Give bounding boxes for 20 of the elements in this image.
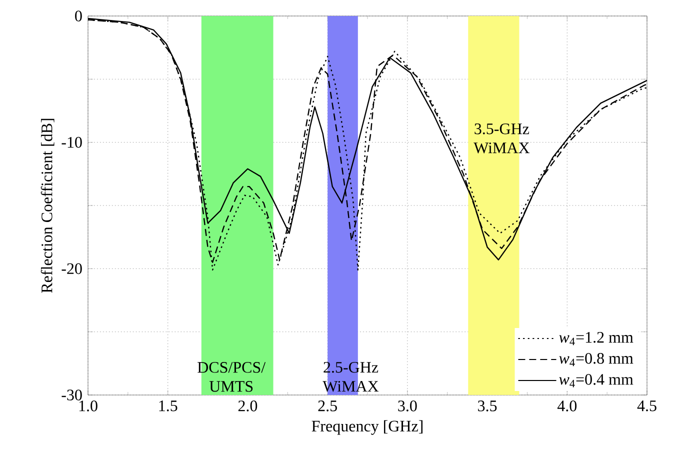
- band-label: 2.5-GHz WiMAX: [322, 362, 379, 392]
- y-tick-label: -30: [62, 390, 82, 400]
- legend-label: w$_{4}$=0.8 mm: [559, 352, 634, 366]
- x-tick-label: 3.5: [478, 400, 497, 412]
- x-tick-label: 2.5: [318, 400, 337, 412]
- x-tick-label: 4.0: [557, 400, 577, 412]
- band-label: 3.5-GHz WiMAX: [474, 123, 530, 154]
- x-axis-title: Frequency [GHz]: [312, 420, 422, 435]
- x-tick-label: 1.0: [79, 400, 98, 412]
- band-label: DCS/PCS/ UMTS: [198, 362, 266, 392]
- legend-label: w$_{4}$=1.2 mm: [559, 332, 634, 346]
- x-tick-label: 3.0: [398, 400, 417, 412]
- y-tick-label: -20: [62, 263, 82, 274]
- x-tick-label: 2.0: [238, 400, 258, 412]
- y-tick-label: -10: [62, 136, 82, 148]
- x-tick-label: 1.5: [159, 400, 178, 412]
- legend-label: w$_{4}$=0.4 mm: [559, 374, 634, 388]
- y-axis-title: Reflection Coefficient [dB]: [40, 118, 54, 293]
- y-tick-label: 0: [75, 10, 82, 22]
- x-tick-label: 4.5: [637, 400, 656, 412]
